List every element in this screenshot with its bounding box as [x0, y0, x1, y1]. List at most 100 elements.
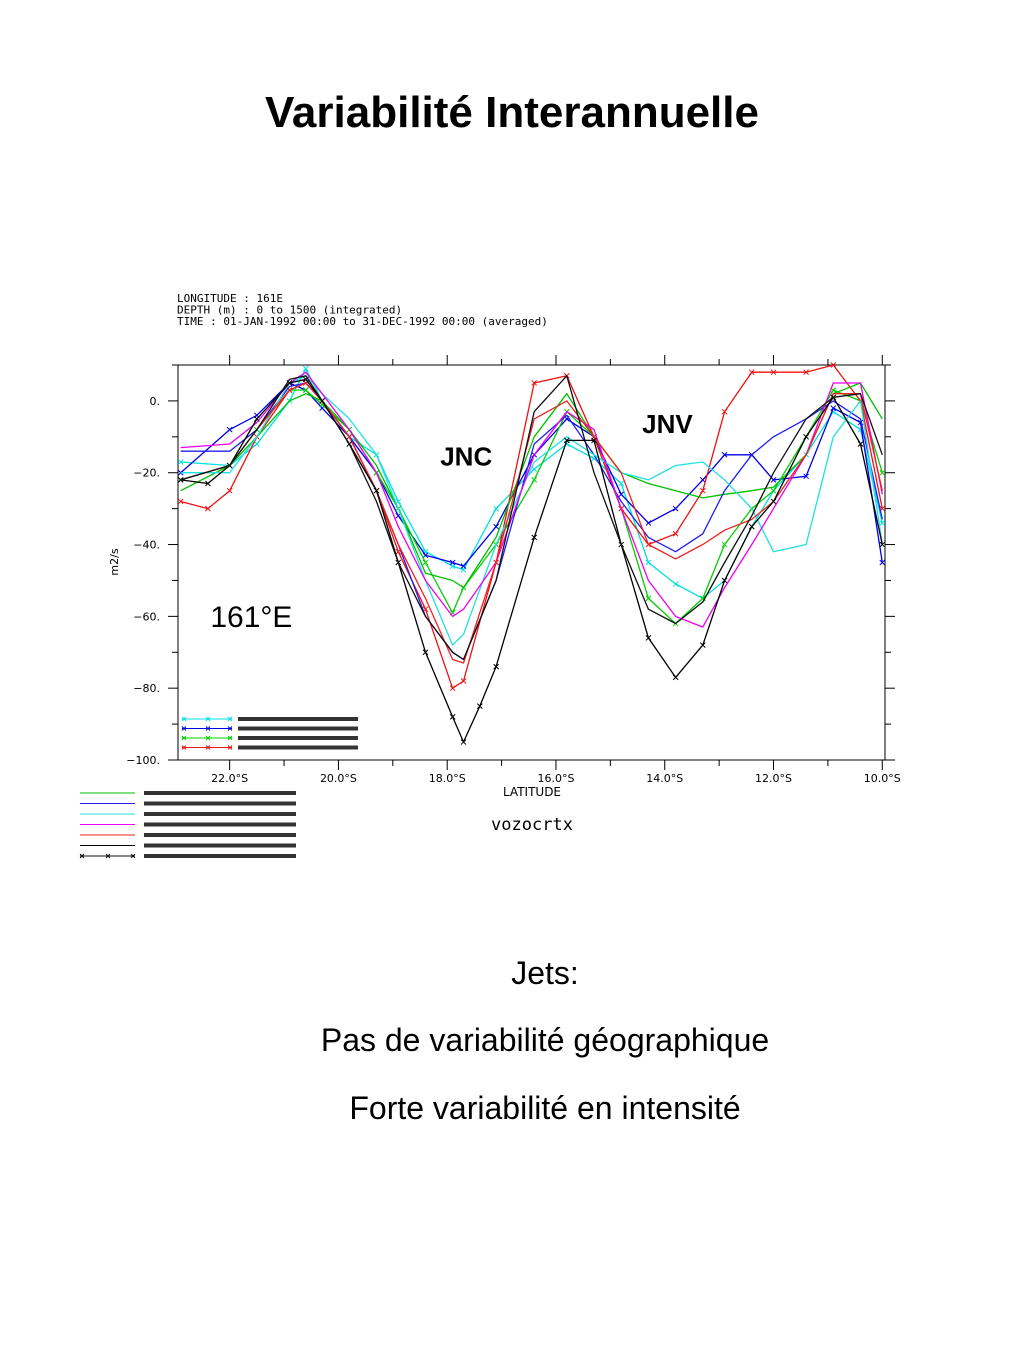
x-tick-label: 20.0°S [320, 772, 357, 785]
x-tick-label: 12.0°S [755, 772, 792, 785]
data-point-marker [531, 477, 538, 483]
y-tick-label: −80. [133, 682, 160, 695]
legend-label-illegible [144, 812, 296, 816]
slide-title: Variabilité Interannuelle [265, 88, 759, 137]
data-point-marker [672, 530, 679, 537]
data-point-marker [449, 685, 456, 692]
data-point-marker [721, 577, 728, 584]
data-point-marker [803, 433, 809, 440]
chart-axes: 22.0°S 20.0°S 18.0°S 16.0°S 14.0°S 12.0°S 10.0… [108, 355, 901, 835]
chart-header-line: LONGITUDE : 161E [177, 292, 283, 305]
data-point-marker [672, 674, 679, 681]
legend-label-illegible [238, 726, 358, 731]
data-point-marker [699, 477, 706, 483]
y-tick-label: −60. [133, 610, 160, 623]
series-line [180, 382, 883, 567]
legend-label-illegible [238, 717, 358, 721]
legend-marker [181, 726, 187, 731]
legend-marker [205, 745, 211, 750]
legend-marker [227, 726, 233, 731]
data-point-marker [748, 523, 755, 530]
data-point-marker [493, 505, 500, 512]
data-point-marker [879, 469, 886, 476]
legend-label-illegible [144, 843, 296, 848]
data-point-marker [205, 505, 211, 512]
legend-marker [105, 853, 111, 859]
data-point-marker [803, 369, 809, 376]
data-point-marker [591, 437, 597, 444]
legend-marker [227, 745, 233, 750]
data-point-marker [618, 480, 625, 487]
data-point-marker [531, 534, 538, 541]
data-point-marker [879, 559, 886, 566]
chart-legend [79, 716, 358, 859]
legend-label-illegible [144, 854, 296, 858]
data-point-marker [493, 663, 500, 670]
data-point-marker [531, 380, 538, 386]
chart-figure: LONGITUDE : 161E DEPTH (m) : 0 to 1500 (i… [79, 292, 901, 859]
data-point-marker [460, 739, 467, 745]
data-point-marker [857, 441, 864, 447]
caption-line-intensity: Forte variabilité en intensité [349, 1090, 741, 1126]
legend-marker [205, 716, 211, 722]
data-point-marker [302, 387, 309, 393]
data-point-marker [699, 642, 706, 648]
data-point-marker [449, 559, 456, 566]
series-line [180, 371, 883, 628]
series-line [180, 364, 883, 689]
y-tick-label: −100. [126, 754, 160, 767]
legend-label-illegible [144, 791, 296, 795]
x-tick-label: 10.0°S [864, 772, 901, 785]
legend-label-illegible [144, 822, 296, 827]
series-line [180, 382, 883, 664]
data-point-marker [422, 552, 429, 559]
chart-annotations: JNC JNV 161°E [210, 409, 693, 634]
legend-label-illegible [238, 736, 358, 740]
data-point-marker [302, 365, 309, 372]
data-point-marker [879, 520, 886, 526]
caption-line-geography: Pas de variabilité géographique [320, 1022, 770, 1058]
data-point-marker [721, 541, 728, 548]
legend-label-illegible [144, 801, 296, 806]
chart-header-line: DEPTH (m) : 0 to 1500 (integrated) [177, 304, 402, 317]
data-point-marker [226, 487, 233, 494]
y-axis-label: m2/s [108, 548, 121, 575]
data-point-marker [460, 563, 467, 569]
x-tick-label: 14.0°S [646, 772, 683, 785]
x-axis-label: LATITUDE [503, 785, 561, 799]
data-point-marker [721, 451, 728, 458]
legend-marker [181, 735, 187, 741]
data-point-marker [645, 635, 652, 641]
series-line [180, 375, 883, 661]
data-point-marker [748, 369, 755, 376]
data-point-marker [205, 480, 211, 487]
data-point-marker [476, 703, 483, 709]
legend-marker [227, 735, 233, 741]
chart-annotation: JNV [642, 409, 693, 439]
legend-marker [227, 716, 233, 722]
legend-marker [181, 716, 187, 722]
data-point-marker [879, 541, 886, 548]
data-point-marker [226, 426, 233, 433]
chart-annotation: JNC [440, 442, 492, 472]
caption-line-jets: Jets: [511, 955, 579, 991]
data-point-marker [177, 498, 184, 505]
data-point-marker [254, 416, 260, 422]
series-line [180, 378, 883, 743]
data-point-marker [645, 559, 652, 566]
data-point-marker [770, 487, 777, 494]
data-point-marker [493, 523, 500, 530]
chart-annotation: 161°E [210, 601, 292, 634]
x-tick-label: 16.0°S [537, 772, 574, 785]
data-point-marker [645, 520, 652, 526]
x-tick-label: 18.0°S [429, 772, 466, 785]
data-point-marker [699, 487, 706, 494]
data-point-marker [721, 408, 728, 415]
y-tick-label: −20. [133, 467, 160, 480]
variable-label: vozocrtx [491, 815, 573, 835]
chart-series [177, 362, 886, 745]
legend-label-illegible [144, 833, 296, 837]
data-point-marker [672, 581, 679, 587]
